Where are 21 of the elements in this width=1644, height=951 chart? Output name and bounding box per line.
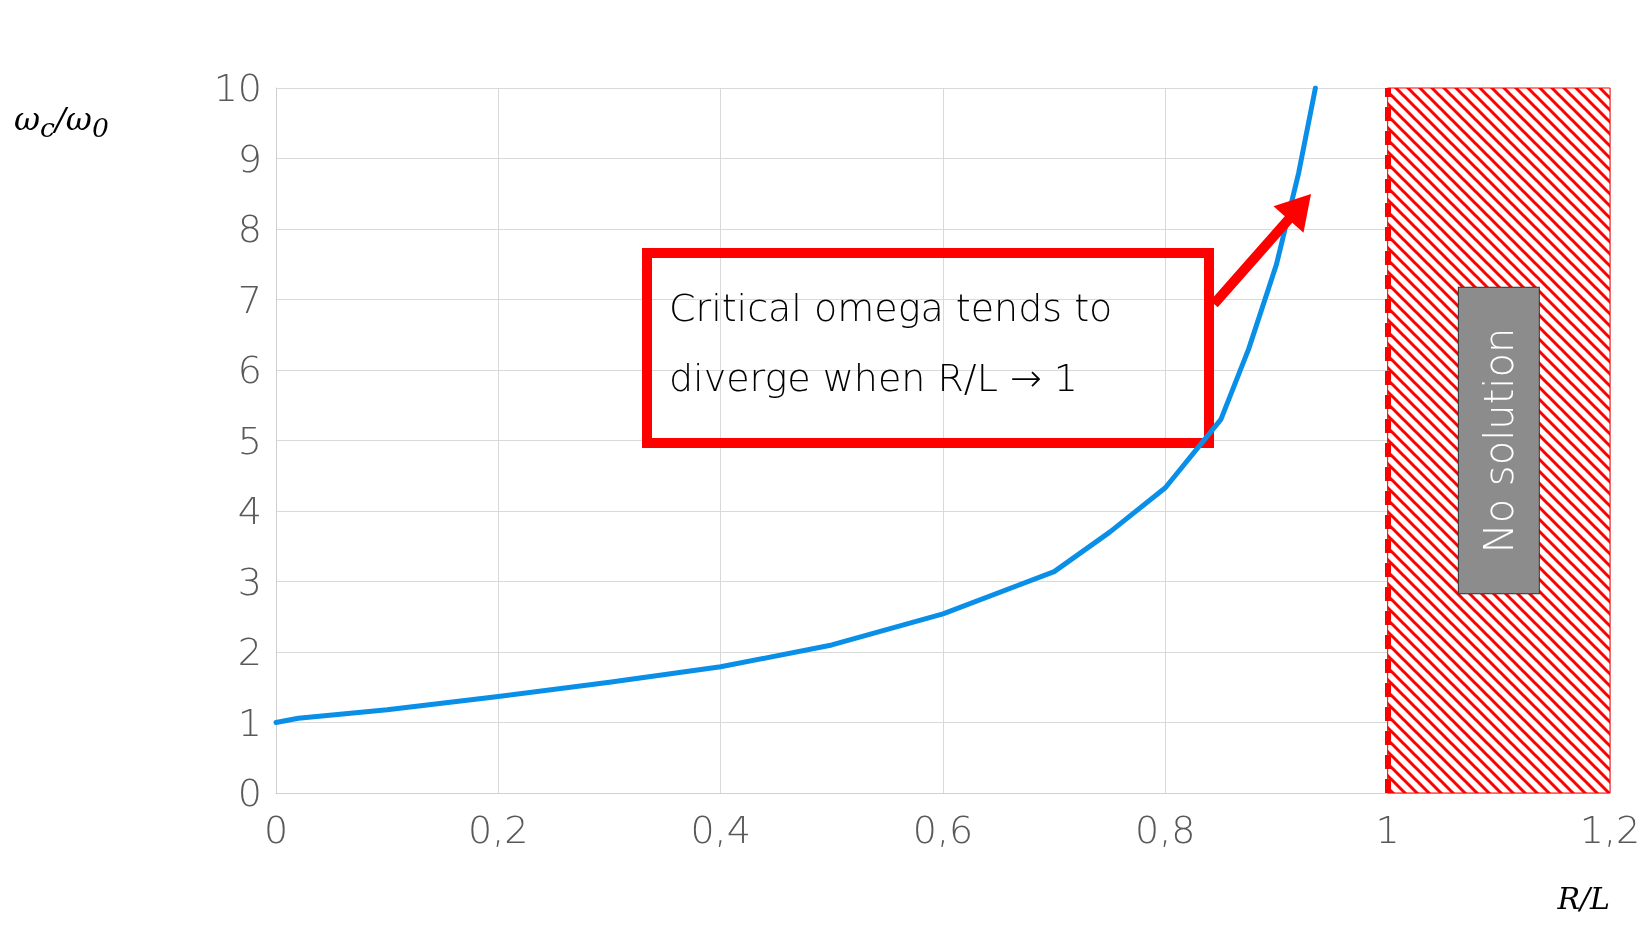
x-tick-label: 1,2 [1579,808,1641,852]
y-tick-label: 7 [237,277,262,322]
y-axis-title: ω$_{c}$/ω$_{0}$ [14,100,109,144]
y-tick-label: 8 [237,207,262,251]
y-tick-label: 10 [213,66,262,110]
y-tick-label: 0 [237,771,262,815]
x-tick-label: 1 [1375,808,1400,852]
x-axis-title: R/L [1556,880,1610,916]
annotation: Critical omega tends to diverge when R/L → 1 [669,286,1125,400]
y-tick-label: 4 [237,489,262,533]
y-tick-label: 6 [237,348,262,392]
y-tick-label: 3 [237,559,262,604]
band-label: No solution [1475,327,1522,554]
y-tick-label: 5 [237,418,262,463]
y-tick-label: 9 [237,136,262,181]
y-tick-label: 1 [237,700,262,745]
x-tick-label: 0,8 [1135,808,1196,852]
y-tick-label: 2 [237,630,262,674]
x-tick-label: 0,6 [912,808,974,852]
x-tick-label: 0,2 [468,808,529,852]
x-tick-label: 0,4 [690,808,751,852]
